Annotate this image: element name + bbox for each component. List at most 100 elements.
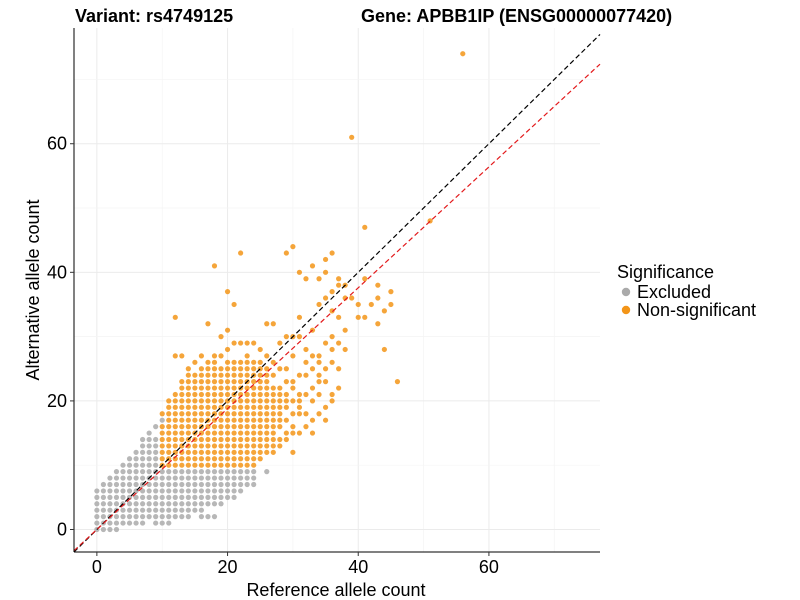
point-excluded <box>133 449 139 455</box>
point-non-significant <box>238 411 244 417</box>
point-non-significant <box>192 359 198 365</box>
point-non-significant <box>185 417 191 423</box>
point-excluded <box>113 469 120 475</box>
x-tick-label: 20 <box>218 557 238 577</box>
point-excluded <box>198 481 205 488</box>
point-non-significant <box>257 391 263 398</box>
point-excluded <box>153 488 159 494</box>
point-excluded <box>100 481 107 488</box>
point-non-significant <box>224 327 231 333</box>
point-non-significant <box>238 372 244 378</box>
point-non-significant <box>192 372 198 378</box>
grid <box>74 28 600 552</box>
point-non-significant <box>270 449 276 455</box>
reference-lines <box>73 34 601 553</box>
point-non-significant <box>185 391 191 398</box>
point-non-significant <box>251 385 257 391</box>
point-excluded <box>153 424 159 430</box>
point-non-significant <box>277 443 283 449</box>
point-excluded <box>107 494 113 500</box>
point-non-significant <box>179 456 185 462</box>
point-non-significant <box>329 398 335 404</box>
point-non-significant <box>192 411 198 417</box>
point-excluded <box>159 417 165 423</box>
point-non-significant <box>303 411 309 417</box>
point-non-significant <box>264 449 270 455</box>
point-non-significant <box>211 449 218 455</box>
point-excluded <box>146 488 152 494</box>
point-non-significant <box>211 372 218 378</box>
point-non-significant <box>257 417 263 423</box>
point-non-significant <box>172 424 178 430</box>
point-non-significant <box>251 456 257 462</box>
point-non-significant <box>179 411 185 417</box>
point-excluded <box>100 488 107 494</box>
point-non-significant <box>224 372 231 378</box>
point-excluded <box>224 481 231 488</box>
point-non-significant <box>185 462 191 468</box>
point-excluded <box>133 456 139 462</box>
y-axis-title: Alternative allele count <box>23 199 43 380</box>
point-excluded <box>198 507 205 513</box>
point-excluded <box>153 456 159 462</box>
point-excluded <box>126 475 133 481</box>
point-non-significant <box>264 411 270 417</box>
point-non-significant <box>211 462 218 468</box>
point-excluded <box>140 462 146 468</box>
point-excluded <box>94 507 100 513</box>
x-tick-label: 40 <box>348 557 368 577</box>
point-non-significant <box>309 366 316 372</box>
point-non-significant <box>192 449 198 455</box>
point-excluded <box>224 494 231 500</box>
point-excluded <box>211 488 218 494</box>
point-excluded <box>244 481 250 488</box>
point-excluded <box>120 520 126 526</box>
point-excluded <box>133 501 139 507</box>
point-non-significant <box>205 456 211 462</box>
point-non-significant <box>224 366 231 372</box>
point-non-significant <box>231 379 237 385</box>
point-excluded <box>172 507 178 513</box>
point-non-significant <box>355 314 361 320</box>
point-non-significant <box>251 411 257 417</box>
point-non-significant <box>205 436 211 443</box>
point-non-significant <box>198 417 205 423</box>
point-non-significant <box>198 443 205 449</box>
point-non-significant <box>205 391 211 398</box>
point-non-significant <box>257 372 263 378</box>
point-non-significant <box>224 359 231 365</box>
point-non-significant <box>251 449 257 455</box>
point-excluded <box>251 475 257 481</box>
point-excluded <box>231 469 237 475</box>
point-excluded <box>100 526 107 533</box>
point-non-significant <box>218 372 224 378</box>
point-non-significant <box>231 301 237 308</box>
point-excluded <box>179 488 185 494</box>
point-non-significant <box>218 430 224 436</box>
point-excluded <box>113 520 120 526</box>
point-non-significant <box>322 340 329 346</box>
point-non-significant <box>211 404 218 410</box>
point-non-significant <box>264 436 270 443</box>
point-non-significant <box>205 379 211 385</box>
point-excluded <box>153 501 159 507</box>
point-non-significant <box>283 404 289 410</box>
point-non-significant <box>296 372 303 378</box>
point-non-significant <box>329 359 335 365</box>
point-excluded <box>231 475 237 481</box>
point-non-significant <box>185 385 191 391</box>
point-non-significant <box>172 436 178 443</box>
point-excluded <box>224 469 231 475</box>
point-non-significant <box>394 379 401 385</box>
point-excluded <box>107 520 113 526</box>
point-non-significant <box>238 404 244 410</box>
point-non-significant <box>172 411 178 417</box>
point-excluded <box>218 481 224 488</box>
point-non-significant <box>283 250 289 256</box>
point-excluded <box>153 462 159 468</box>
point-excluded <box>113 488 120 494</box>
point-non-significant <box>316 359 322 365</box>
point-non-significant <box>218 411 224 417</box>
point-non-significant <box>192 462 198 468</box>
